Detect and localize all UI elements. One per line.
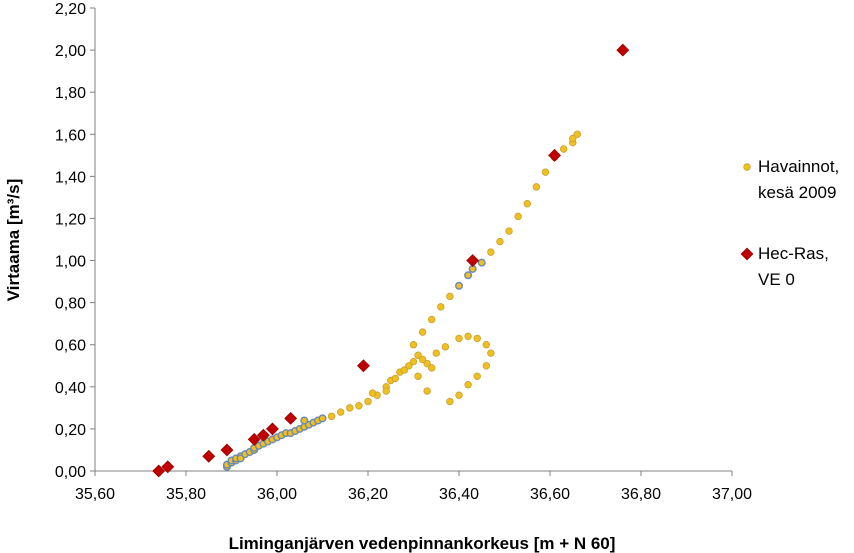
legend-label: Havainnot, xyxy=(758,157,839,176)
observed-point xyxy=(464,381,472,389)
model-point xyxy=(548,148,561,162)
observed-point xyxy=(496,237,504,246)
observed-point xyxy=(346,404,354,412)
y-tick-label: 0,20 xyxy=(55,422,86,439)
observed-point xyxy=(477,258,486,267)
model-point xyxy=(284,411,298,425)
y-tick-label: 2,00 xyxy=(55,43,86,60)
observed-point xyxy=(487,248,495,256)
observed-point xyxy=(409,357,418,366)
observed-point xyxy=(523,200,531,208)
observed-point xyxy=(482,341,490,349)
x-axis-title: Liminganjärven vedenpinnankorkeus [m + N… xyxy=(229,534,616,553)
observed-point xyxy=(300,416,309,425)
observed-point xyxy=(455,334,463,343)
y-tick-label: 1,80 xyxy=(55,85,86,102)
observed-point xyxy=(437,303,445,311)
legend: Havainnot, kesä 2009 Hec-Ras, VE 0 xyxy=(740,157,839,289)
observed-point xyxy=(368,389,377,397)
observed-point xyxy=(541,168,550,176)
model-point xyxy=(202,449,216,463)
legend-label: VE 0 xyxy=(758,270,795,289)
y-tick-label: 0,80 xyxy=(55,296,86,313)
x-tick-label: 36,80 xyxy=(621,486,661,503)
y-tick-label: 1,00 xyxy=(55,254,86,271)
x-tick-label: 36,60 xyxy=(530,486,570,503)
observed-point xyxy=(532,183,541,191)
observed-point xyxy=(382,387,390,395)
observed-point xyxy=(327,412,336,420)
observed-point xyxy=(414,372,422,380)
observed-point xyxy=(573,130,581,138)
observed-point xyxy=(409,341,418,349)
x-tick-label: 36,40 xyxy=(439,486,479,503)
observed-point xyxy=(559,145,568,153)
y-tick-label: 1,40 xyxy=(55,169,86,186)
observed-point xyxy=(482,362,490,370)
y-tick-label: 1,60 xyxy=(55,127,86,144)
legend-label: Hec-Ras, xyxy=(758,244,829,263)
x-tick-label: 36,20 xyxy=(348,486,388,503)
x-tick-label: 37,00 xyxy=(712,486,752,503)
observed-point xyxy=(418,355,427,364)
plot-points xyxy=(152,43,630,478)
observed-point xyxy=(364,397,372,406)
model-point xyxy=(220,443,234,457)
y-tick-label: 1,20 xyxy=(55,211,86,228)
model-point xyxy=(266,422,279,436)
observed-point xyxy=(569,134,577,143)
observed-point xyxy=(355,402,363,410)
y-tick-label: 2,20 xyxy=(55,1,86,18)
model-point xyxy=(466,254,480,267)
observed-point xyxy=(473,372,481,380)
observed-point xyxy=(441,343,450,351)
model-point xyxy=(161,460,175,474)
observed-point xyxy=(318,414,327,423)
observed-point xyxy=(455,391,463,399)
observed-point xyxy=(514,212,522,221)
observed-point xyxy=(414,351,422,359)
observed-point xyxy=(487,349,495,357)
observed-point xyxy=(505,227,513,235)
legend-label: kesä 2009 xyxy=(758,183,836,202)
observed-point xyxy=(428,315,436,324)
observed-point xyxy=(423,387,431,395)
x-ticks: 35,60 35,80 36,00 36,20 36,40 36,60 36,80 37,00 xyxy=(75,471,752,503)
model-point xyxy=(616,43,630,57)
x-tick-label: 36,00 xyxy=(257,486,297,503)
y-axis-title: Virtaama [m³/s] xyxy=(4,179,23,302)
legend-marker-observed xyxy=(743,163,751,171)
model-point xyxy=(247,433,261,446)
observed-point xyxy=(455,281,464,290)
observed-point xyxy=(400,366,409,374)
axes xyxy=(94,8,732,472)
observed-point xyxy=(473,334,481,343)
observed-point xyxy=(337,408,345,416)
model-point xyxy=(357,359,370,373)
observed-point xyxy=(423,359,431,368)
observed-point xyxy=(446,292,454,301)
y-tick-label: 0,40 xyxy=(55,380,86,397)
x-tick-label: 35,60 xyxy=(75,486,115,503)
observed-point xyxy=(418,328,427,336)
x-tick-label: 35,80 xyxy=(166,486,206,503)
model-point xyxy=(256,428,270,442)
observed-point xyxy=(446,397,454,406)
observed-point xyxy=(464,332,472,341)
observed-point xyxy=(391,374,399,383)
observed-point xyxy=(428,364,436,372)
observed-point xyxy=(464,271,473,280)
observed-point xyxy=(432,349,440,357)
model-point xyxy=(152,464,166,478)
observed-point xyxy=(405,362,413,370)
y-ticks: 0,00 0,20 0,40 0,60 0,80 1,00 1,20 1,40 1,60 1,80… xyxy=(55,1,95,481)
y-tick-label: 0,00 xyxy=(55,464,86,481)
y-tick-label: 0,60 xyxy=(55,338,86,355)
legend-marker-model xyxy=(740,247,754,261)
